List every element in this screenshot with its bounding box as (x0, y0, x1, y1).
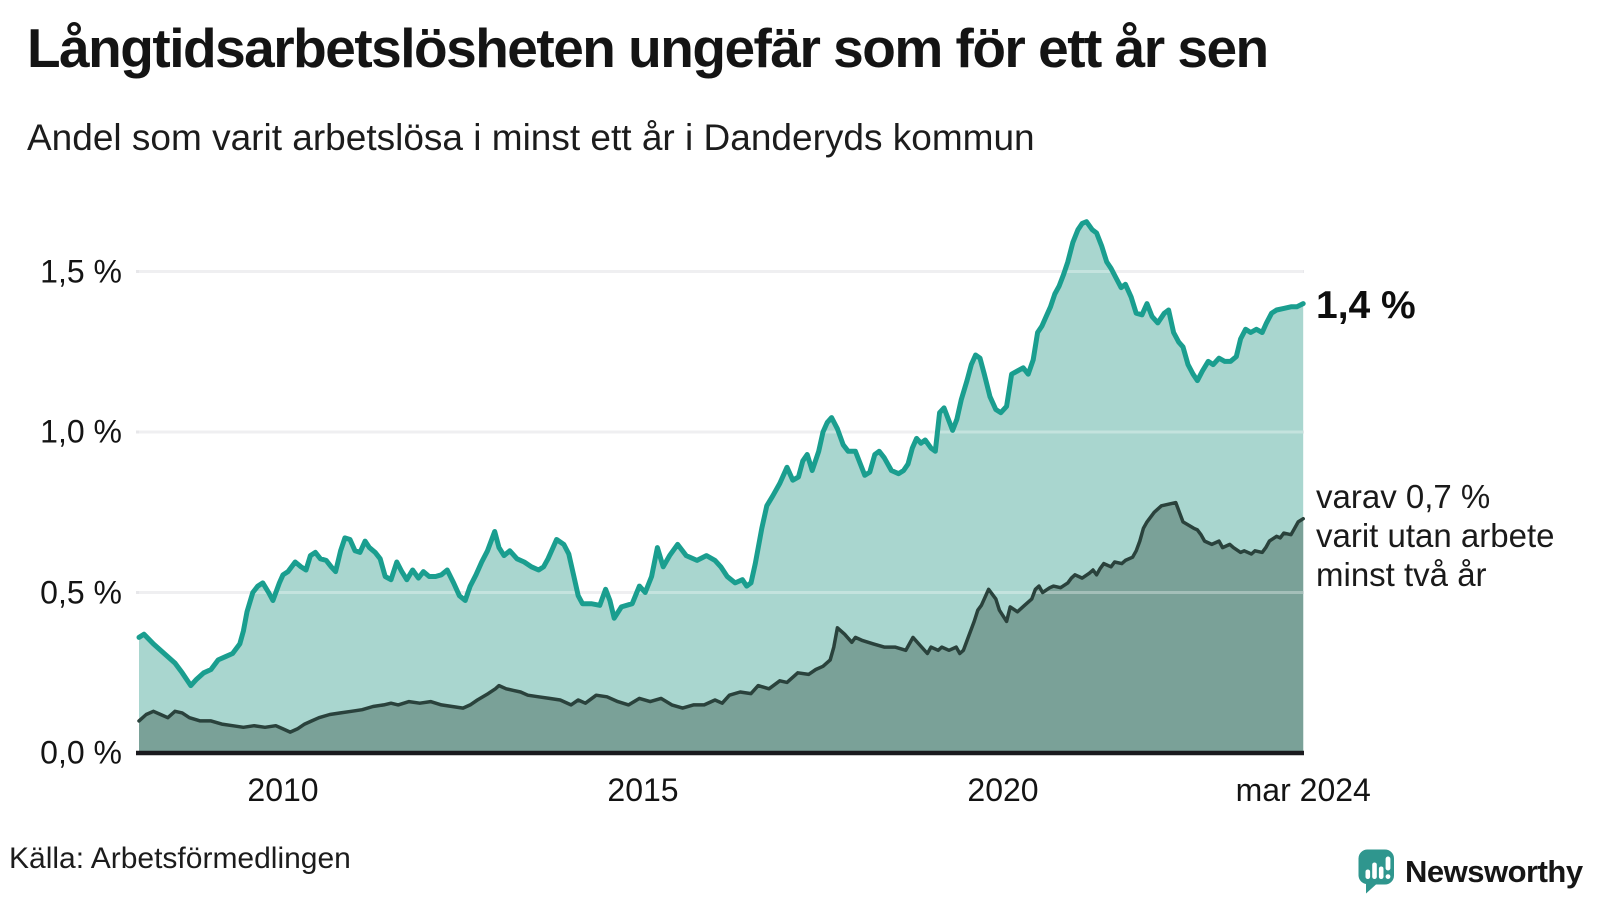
total-end-value-label: 1,4 % (1316, 284, 1416, 327)
secondary-note-line: varit utan arbete (1316, 517, 1555, 554)
x-tick-label: 2015 (607, 772, 679, 808)
secondary-note-line: minst två år (1316, 556, 1487, 593)
y-tick-label: 0,0 % (40, 734, 122, 771)
gridline-overlays (139, 270, 1304, 594)
secondary-note-line: varav 0,7 % (1316, 478, 1491, 515)
series-line-0 (136, 219, 1306, 689)
y-tick-label: 1,0 % (40, 413, 122, 450)
newsworthy-bubble-chart-icon (1358, 849, 1394, 894)
secondary-series-note: varav 0,7 % varit utan arbete minst två … (1316, 477, 1554, 594)
series-lines (136, 219, 1306, 734)
source-credit: Källa: Arbetsförmedlingen (9, 842, 351, 875)
newsworthy-logo: Newsworthy (1358, 849, 1583, 894)
area-fills (139, 221, 1304, 753)
chart-subtitle: Andel som varit arbetslösa i minst ett å… (27, 117, 1035, 158)
x-tick-label: 2010 (247, 772, 319, 808)
x-tick-label: 2020 (967, 772, 1039, 808)
series-line-1 (137, 500, 1305, 734)
newsworthy-wordmark: Newsworthy (1405, 853, 1583, 889)
y-tick-label: 1,5 % (40, 253, 122, 289)
x-tick-label: mar 2024 (1235, 772, 1371, 808)
page-title: Långtidsarbetslösheten ungefär som för e… (27, 17, 1269, 79)
area-fill-1 (139, 502, 1304, 753)
y-tick-label: 0,5 % (40, 574, 122, 610)
